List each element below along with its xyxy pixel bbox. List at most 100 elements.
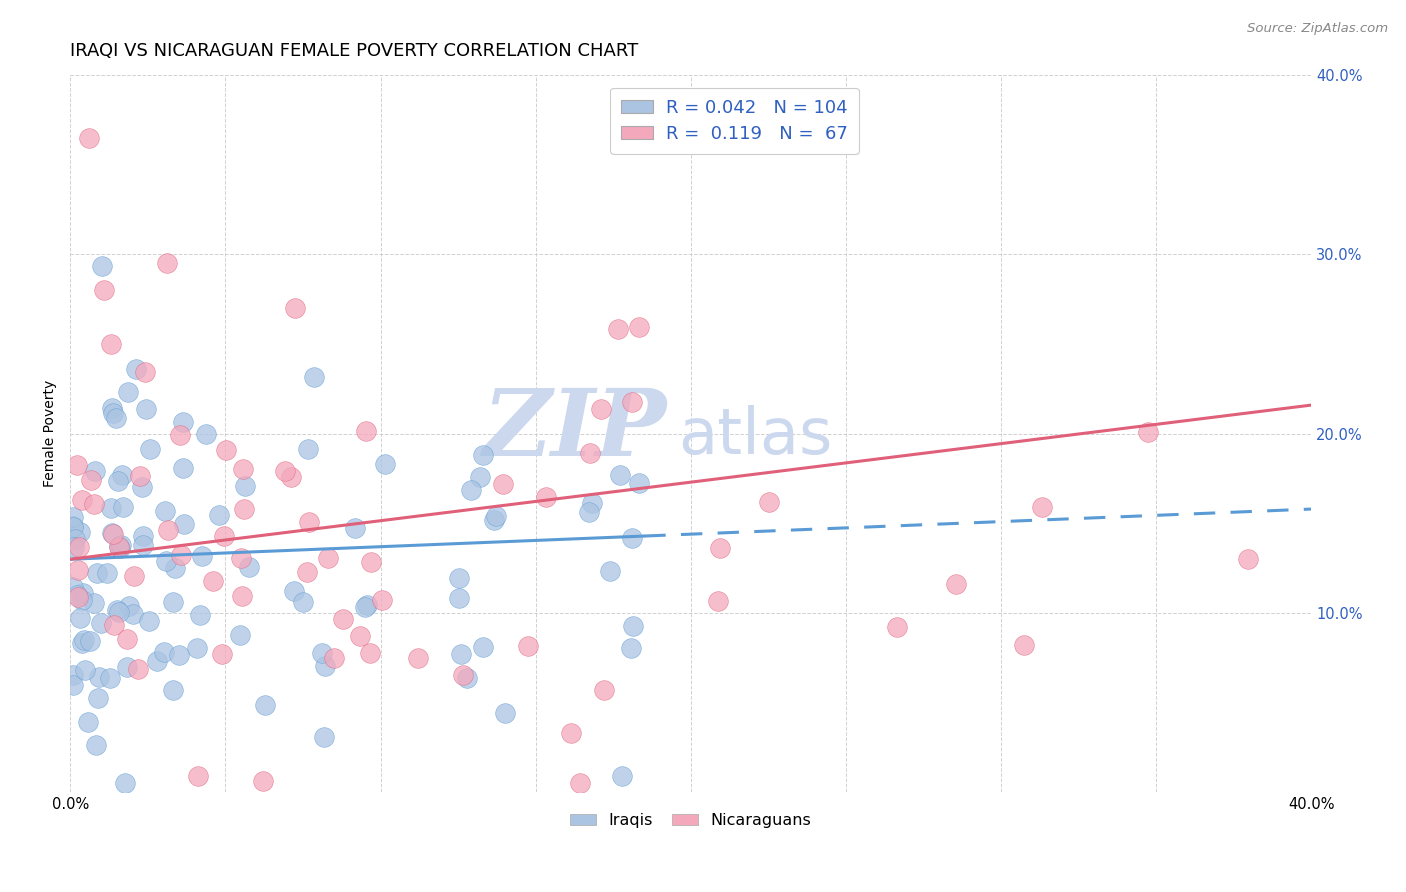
- Point: [297, 442, 319, 456]
- Point: [169, 428, 191, 442]
- Point: [135, 401, 157, 416]
- Point: [620, 640, 643, 655]
- Point: [494, 706, 516, 720]
- Point: [121, 607, 143, 621]
- Point: [612, 768, 634, 782]
- Point: [886, 620, 908, 634]
- Point: [607, 322, 630, 336]
- Point: [100, 337, 122, 351]
- Point: [62, 678, 84, 692]
- Point: [162, 683, 184, 698]
- Point: [111, 467, 134, 482]
- Point: [73, 633, 96, 648]
- Point: [167, 648, 190, 662]
- Point: [145, 654, 167, 668]
- Point: [343, 521, 366, 535]
- Point: [107, 474, 129, 488]
- Point: [69, 611, 91, 625]
- Text: atlas: atlas: [679, 405, 832, 467]
- Point: [83, 596, 105, 610]
- Point: [187, 769, 209, 783]
- Point: [599, 564, 621, 578]
- Point: [67, 590, 90, 604]
- Point: [108, 540, 131, 554]
- Point: [283, 584, 305, 599]
- Point: [460, 483, 482, 497]
- Point: [156, 256, 179, 270]
- Point: [589, 401, 612, 416]
- Point: [311, 646, 333, 660]
- Point: [354, 599, 377, 614]
- Point: [63, 532, 86, 546]
- Point: [75, 663, 97, 677]
- Point: [101, 407, 124, 421]
- Point: [70, 593, 93, 607]
- Point: [621, 531, 644, 545]
- Point: [359, 646, 381, 660]
- Point: [62, 520, 84, 534]
- Point: [163, 561, 186, 575]
- Point: [449, 571, 471, 585]
- Point: [211, 647, 233, 661]
- Point: [104, 411, 127, 425]
- Point: [1012, 638, 1035, 652]
- Point: [229, 628, 252, 642]
- Point: [215, 443, 238, 458]
- Point: [139, 442, 162, 456]
- Point: [188, 608, 211, 623]
- Point: [482, 512, 505, 526]
- Point: [252, 774, 274, 789]
- Point: [536, 491, 558, 505]
- Point: [354, 424, 377, 438]
- Point: [105, 602, 128, 616]
- Point: [579, 446, 602, 460]
- Point: [447, 591, 470, 605]
- Point: [628, 319, 651, 334]
- Point: [162, 595, 184, 609]
- Point: [323, 651, 346, 665]
- Point: [758, 495, 780, 509]
- Point: [96, 566, 118, 580]
- Point: [453, 668, 475, 682]
- Point: [122, 568, 145, 582]
- Point: [83, 496, 105, 510]
- Point: [229, 550, 252, 565]
- Legend: Iraqis, Nicaraguans: Iraqis, Nicaraguans: [564, 806, 818, 835]
- Point: [108, 605, 131, 619]
- Point: [312, 730, 335, 744]
- Point: [63, 541, 86, 555]
- Point: [284, 301, 307, 316]
- Point: [169, 548, 191, 562]
- Point: [62, 580, 84, 594]
- Point: [304, 369, 326, 384]
- Point: [87, 691, 110, 706]
- Point: [138, 614, 160, 628]
- Text: IRAQI VS NICARAGUAN FEMALE POVERTY CORRELATION CHART: IRAQI VS NICARAGUAN FEMALE POVERTY CORRE…: [70, 42, 638, 60]
- Point: [131, 538, 153, 552]
- Point: [349, 629, 371, 643]
- Point: [274, 464, 297, 478]
- Point: [945, 577, 967, 591]
- Point: [621, 619, 644, 633]
- Point: [153, 504, 176, 518]
- Point: [86, 566, 108, 581]
- Point: [134, 365, 156, 379]
- Point: [316, 551, 339, 566]
- Point: [69, 524, 91, 539]
- Point: [568, 776, 591, 790]
- Point: [101, 526, 124, 541]
- Point: [1237, 552, 1260, 566]
- Point: [100, 500, 122, 515]
- Point: [297, 565, 319, 579]
- Point: [84, 464, 107, 478]
- Point: [62, 519, 84, 533]
- Point: [609, 468, 631, 483]
- Point: [627, 475, 650, 490]
- Point: [93, 283, 115, 297]
- Point: [485, 508, 508, 523]
- Point: [172, 415, 194, 429]
- Point: [67, 541, 90, 555]
- Point: [72, 586, 94, 600]
- Text: Source: ZipAtlas.com: Source: ZipAtlas.com: [1247, 22, 1388, 36]
- Point: [125, 362, 148, 376]
